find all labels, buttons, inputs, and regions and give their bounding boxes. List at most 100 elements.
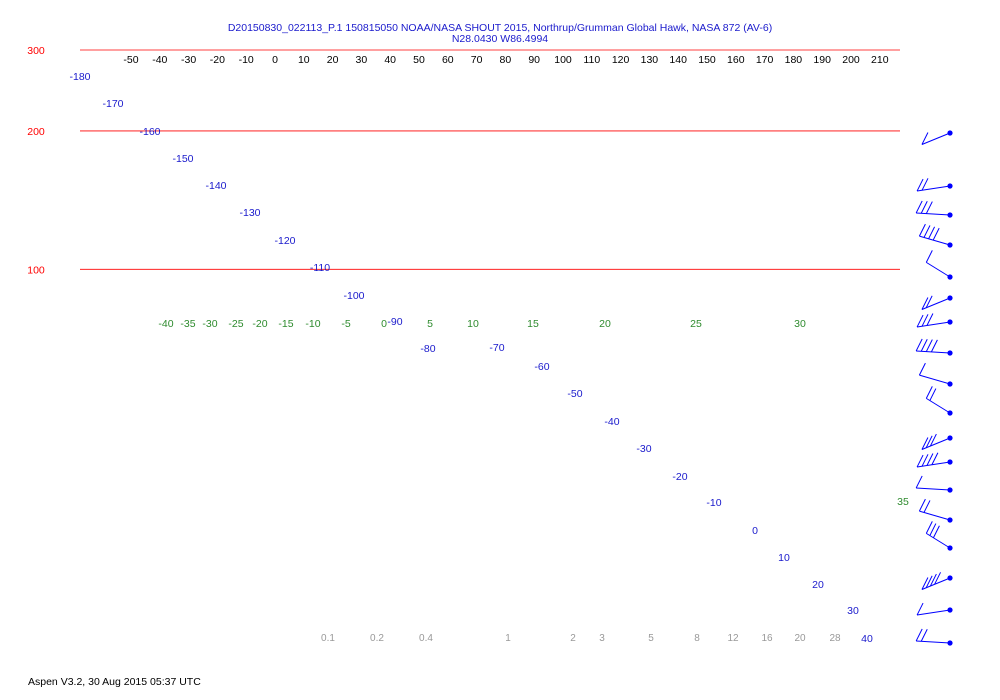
chart-title: D20150830_022113_P.1 150815050 NOAA/NASA…	[227, 22, 773, 34]
isotherm-label: -50	[567, 388, 582, 400]
moist-adiabat	[929, 0, 1000, 131]
moist-adiabat	[981, 0, 1000, 131]
isotherm-label: -60	[534, 361, 549, 373]
wind-barb	[925, 386, 953, 416]
moist-adiabat-label: -30	[202, 318, 217, 330]
isotherm-label: 0	[752, 525, 758, 537]
wind-barb-flag	[925, 435, 933, 449]
wind-barb	[915, 475, 953, 493]
moist-adiabat-label: 0	[381, 318, 387, 330]
moist-adiabat	[961, 0, 1000, 131]
chart-subtitle: N28.0430 W86.4994	[451, 33, 549, 45]
top-temperature-tick: -30	[181, 54, 196, 66]
isotherm-label: -20	[672, 471, 687, 483]
wind-barb-flag	[928, 226, 936, 240]
moist-adiabat	[989, 0, 1000, 131]
isotherm-label: -170	[102, 98, 123, 110]
isotherm-label: -120	[274, 235, 295, 247]
wind-barb	[915, 200, 953, 218]
isotherm-label: -150	[172, 153, 193, 165]
wind-barb-flag	[932, 227, 940, 241]
wind-barb	[925, 521, 953, 551]
wind-barb-flag	[916, 314, 924, 328]
top-temperature-tick: 200	[842, 54, 860, 66]
moist-adiabat	[950, 0, 1000, 131]
wind-barb-flag	[921, 132, 929, 145]
moist-adiabat	[945, 0, 1000, 131]
top-temperature-tick: 100	[554, 54, 572, 66]
isotherm-label: -40	[604, 416, 619, 428]
moist-adiabat-label: -35	[180, 318, 195, 330]
moist-adiabat	[940, 0, 1000, 131]
pressure-tick: 200	[27, 126, 45, 138]
isotherm-label: -80	[420, 343, 435, 355]
moist-adiabat-label: -20	[252, 318, 267, 330]
top-temperature-tick: 120	[612, 54, 630, 66]
wind-barb-flag	[925, 521, 933, 534]
mixing-ratio-label: 16	[761, 633, 773, 644]
wind-barb-flag	[925, 339, 933, 352]
top-temperature-tick: -40	[152, 54, 167, 66]
wind-barb-staff	[926, 397, 951, 414]
wind-barb-staff	[919, 510, 951, 521]
top-temperature-tick: -20	[210, 54, 225, 66]
wind-barb-flag	[925, 386, 933, 399]
wind-barb	[918, 223, 953, 248]
wind-barb-staff	[916, 350, 951, 354]
isotherm-label: -10	[706, 497, 721, 509]
top-temperature-tick: 0	[272, 54, 278, 66]
mixing-ratio-label: 2	[570, 633, 576, 644]
wind-barb-flag	[926, 453, 934, 466]
wind-barb-flag	[915, 200, 923, 214]
wind-barb-staff	[919, 235, 951, 246]
wind-barb-flag	[921, 178, 929, 191]
wind-barb-flag	[915, 628, 923, 642]
mixing-ratio-label: 1	[505, 633, 511, 644]
chart-footer: Aspen V3.2, 30 Aug 2015 05:37 UTC	[28, 676, 201, 688]
pressure-tick: 100	[27, 264, 45, 276]
wind-barb	[921, 130, 953, 145]
top-temperature-tick: 10	[298, 54, 310, 66]
top-temperature-tick: 50	[413, 54, 425, 66]
top-temperature-tick: 80	[500, 54, 512, 66]
mixing-ratio-label: 5	[648, 633, 654, 644]
mixing-ratio-label: 0.4	[419, 633, 433, 644]
mixing-ratio-label: 20	[794, 633, 806, 644]
top-temperature-tick: 30	[356, 54, 368, 66]
top-temperature-tick: 20	[327, 54, 339, 66]
isotherm-label: -140	[205, 180, 226, 192]
wind-barb-flag	[934, 572, 942, 585]
wind-barb	[921, 433, 953, 450]
wind-barb	[915, 338, 953, 356]
top-temperature-tick: -50	[123, 54, 138, 66]
moist-adiabat-label: -5	[341, 318, 350, 330]
wind-barb	[918, 362, 953, 387]
isotherm-label: -70	[489, 342, 504, 354]
moist-adiabat-label: 5	[427, 318, 433, 330]
wind-barb	[916, 452, 953, 468]
wind-barb-staff	[916, 640, 951, 644]
wind-barb-flag	[929, 433, 937, 447]
wind-barb-flag	[932, 525, 940, 538]
wind-barb-staff	[921, 132, 951, 145]
mixing-ratio-label: 28	[829, 633, 841, 644]
wind-barb-flag	[926, 313, 934, 326]
wind-barb-flag	[923, 500, 931, 513]
wind-barb-staff	[919, 374, 951, 385]
wind-barb-staff	[916, 487, 951, 491]
wind-barb	[916, 178, 953, 192]
wind-barb-flag	[918, 362, 926, 376]
top-temperature-tick: 110	[583, 54, 600, 66]
isotherm-label: -130	[239, 207, 260, 219]
wind-barb-flag	[923, 225, 931, 238]
wind-barb-flag	[931, 452, 939, 465]
moist-adiabat	[933, 0, 1000, 131]
wind-barb-staff	[926, 532, 951, 549]
mixing-ratio-label: 0.2	[370, 633, 384, 644]
top-temperature-tick: 160	[727, 54, 745, 66]
top-temperature-tick: -10	[239, 54, 254, 66]
moist-adiabat-label: -25	[228, 318, 243, 330]
moist-adiabat-label: -10	[305, 318, 320, 330]
top-temperature-tick: 90	[528, 54, 540, 66]
moist-adiabat-label: -40	[158, 318, 173, 330]
